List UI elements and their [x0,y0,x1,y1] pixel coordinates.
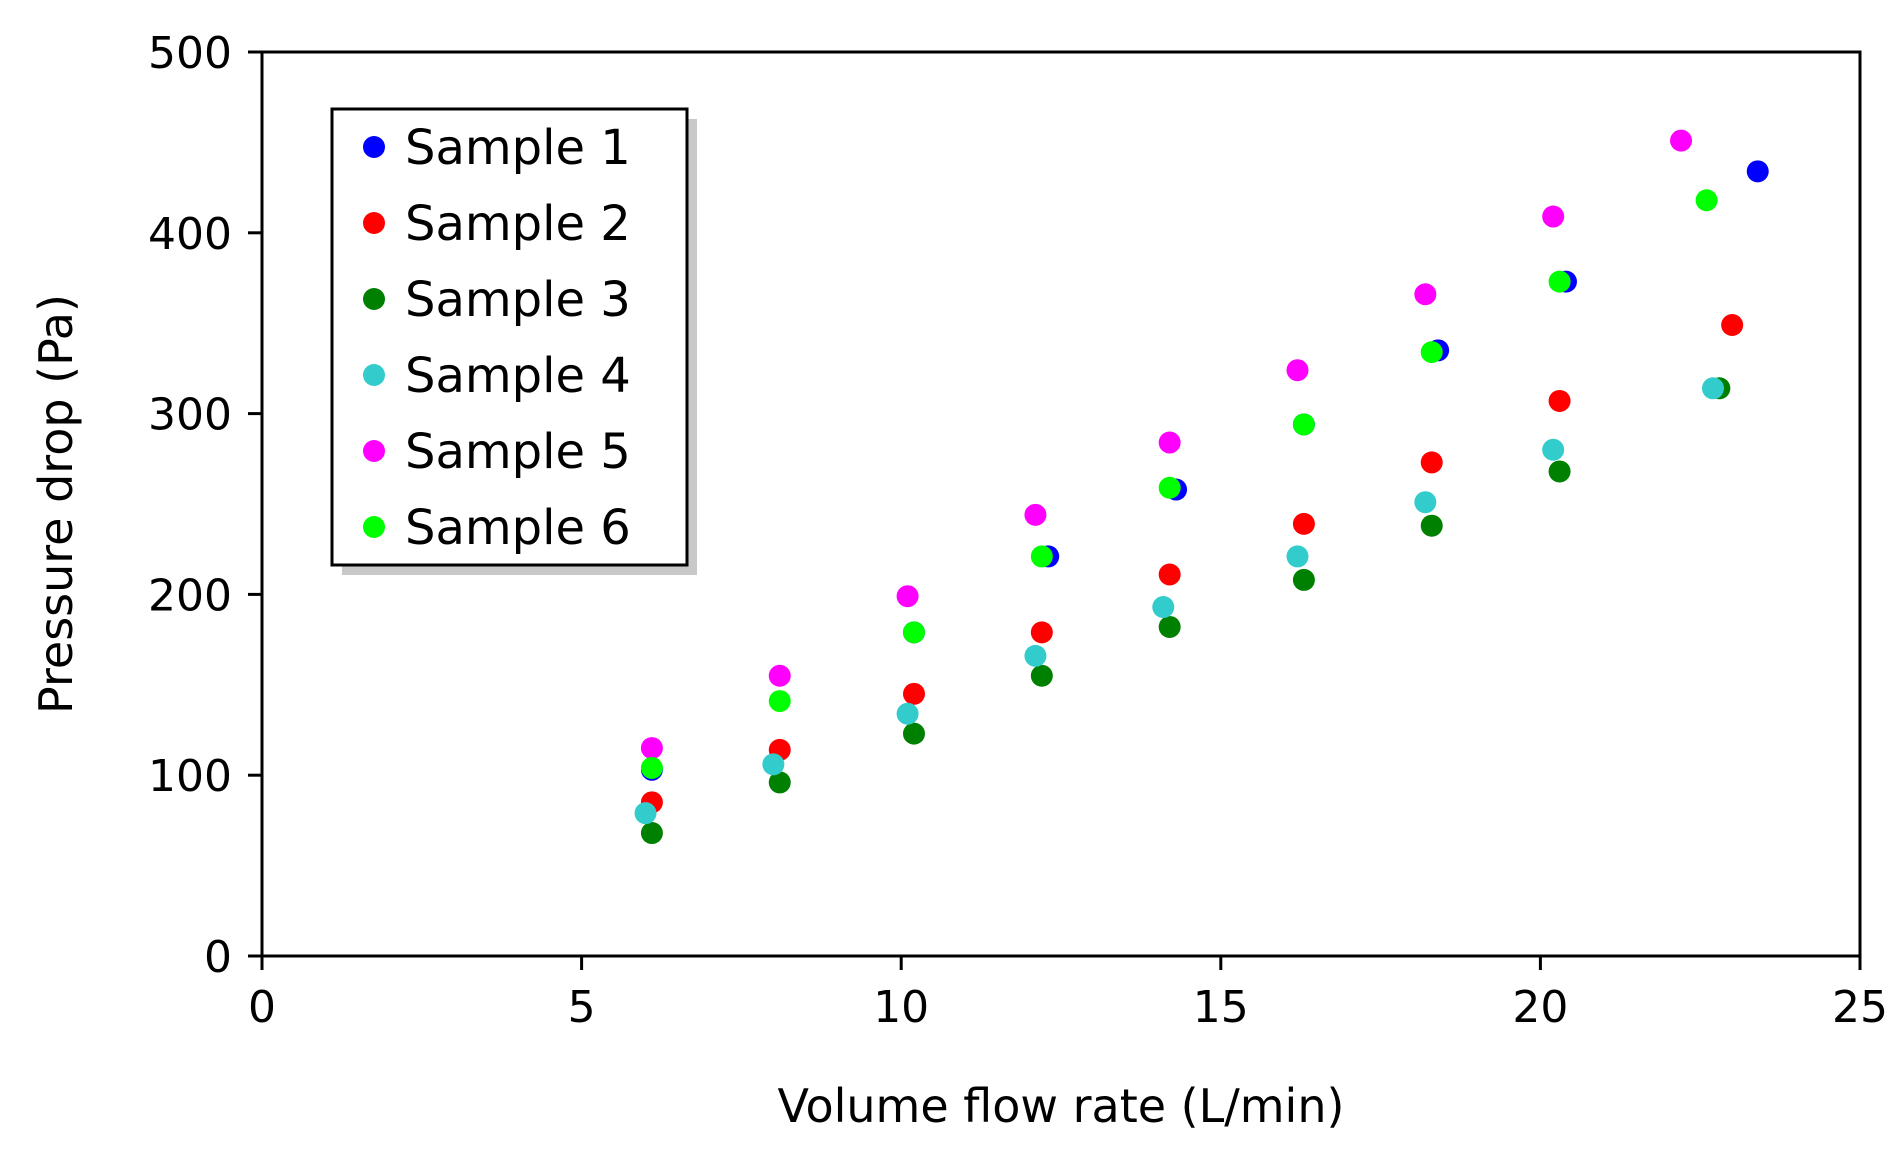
data-point [1030,621,1053,644]
series-sample-6 [640,189,1718,779]
legend-marker [363,440,385,462]
data-point [902,722,925,745]
legend-label: Sample 1 [405,120,631,176]
data-point [1670,129,1693,152]
data-point [634,802,657,825]
legend: Sample 1 Sample 2 Sample 3 Sample 4 Sample 5… [330,107,697,575]
x-tick-label: 10 [873,982,929,1033]
data-point [1286,545,1309,568]
data-point [768,690,791,713]
data-point [1414,491,1437,514]
data-point [1420,451,1443,474]
data-point [1158,431,1181,454]
data-point [768,664,791,687]
data-point [1024,644,1047,667]
axis-ticks: 0 5 10 15 20 25 0 100 200 300 400 500 [148,28,1888,1033]
data-point [1292,568,1315,591]
y-tick-label: 200 [148,570,232,621]
y-tick-label: 500 [148,28,232,79]
series-sample-3 [640,377,1731,845]
data-point [768,771,791,794]
data-point [1030,545,1053,568]
legend-marker [363,136,385,158]
data-point [1292,512,1315,535]
data-point [1158,563,1181,586]
data-point [896,702,919,725]
data-point [1420,514,1443,537]
legend-marker [363,212,385,234]
data-point [1414,283,1437,306]
legend-marker [363,516,385,538]
data-point [1030,664,1053,687]
data-point [1158,615,1181,638]
data-point [1024,503,1047,526]
data-point [1542,205,1565,228]
series-sample-5 [640,129,1693,760]
y-tick-label: 400 [148,209,232,260]
x-axis-title: Volume flow rate (L/min) [778,1079,1345,1133]
data-point [1292,413,1315,436]
data-point [1695,189,1718,212]
data-point [902,682,925,705]
data-point [762,753,785,776]
data-points [634,129,1769,845]
data-point [1420,341,1443,364]
legend-items: Sample 1 Sample 2 Sample 3 Sample 4 Sample 5… [363,120,631,556]
data-point [640,737,663,760]
data-point [1548,270,1571,293]
data-point [896,585,919,608]
legend-label: Sample 3 [405,272,631,328]
data-point [640,756,663,779]
y-tick-label: 0 [204,932,232,983]
data-point [1721,314,1744,337]
x-tick-label: 25 [1832,982,1888,1033]
data-point [1152,596,1175,619]
y-axis-title: Pressure drop (Pa) [29,294,83,714]
data-point [902,621,925,644]
x-tick-label: 5 [568,982,596,1033]
legend-marker [363,288,385,310]
x-tick-label: 0 [248,982,276,1033]
data-point [1746,160,1769,183]
legend-box [330,107,689,567]
y-tick-label: 100 [148,751,232,802]
data-point [1286,359,1309,382]
data-point [1542,438,1565,461]
legend-label: Sample 5 [405,424,631,480]
x-tick-label: 20 [1512,982,1568,1033]
data-point [1701,377,1724,400]
legend-label: Sample 6 [405,500,631,556]
data-point [1158,476,1181,499]
data-point [1548,389,1571,412]
series-sample-2 [640,314,1744,814]
data-point [1548,460,1571,483]
legend-marker [363,364,385,386]
y-tick-label: 300 [148,390,232,441]
x-tick-label: 15 [1193,982,1249,1033]
series-sample-4 [634,377,1724,825]
legend-label: Sample 2 [405,196,631,252]
legend-label: Sample 4 [405,348,631,404]
data-point [640,822,663,845]
